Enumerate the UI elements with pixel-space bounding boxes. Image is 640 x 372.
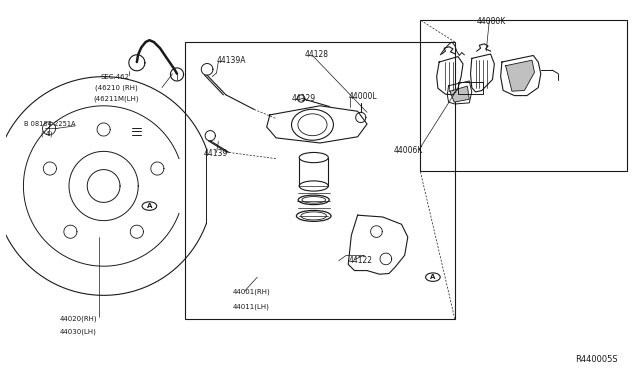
Text: 44020(RH): 44020(RH) (60, 316, 97, 322)
Text: 44030(LH): 44030(LH) (60, 328, 97, 335)
Text: A: A (147, 203, 152, 209)
Text: 44128: 44128 (305, 50, 328, 59)
Text: (46211M(LH): (46211M(LH) (93, 95, 139, 102)
Text: 44080K: 44080K (477, 17, 506, 26)
Text: ( 4): ( 4) (41, 130, 52, 137)
Bar (185, 42, 455, 319)
Text: A: A (430, 274, 436, 280)
Text: 44139A: 44139A (216, 56, 246, 65)
Text: 44006K: 44006K (394, 146, 424, 155)
Text: 44122: 44122 (348, 256, 372, 265)
Bar (420, 20, 627, 171)
Text: 44001(RH): 44001(RH) (232, 288, 270, 295)
Polygon shape (506, 60, 534, 91)
Text: B 08184-2251A: B 08184-2251A (24, 121, 76, 127)
Text: (46210 (RH): (46210 (RH) (95, 84, 138, 91)
Text: SEC.462: SEC.462 (100, 74, 129, 80)
Text: 44000L: 44000L (348, 92, 377, 101)
Text: R440005S: R440005S (575, 355, 618, 364)
Text: 44129: 44129 (292, 94, 316, 103)
Text: 44011(LH): 44011(LH) (232, 303, 269, 310)
Text: 44139: 44139 (204, 149, 228, 158)
Polygon shape (450, 86, 469, 102)
